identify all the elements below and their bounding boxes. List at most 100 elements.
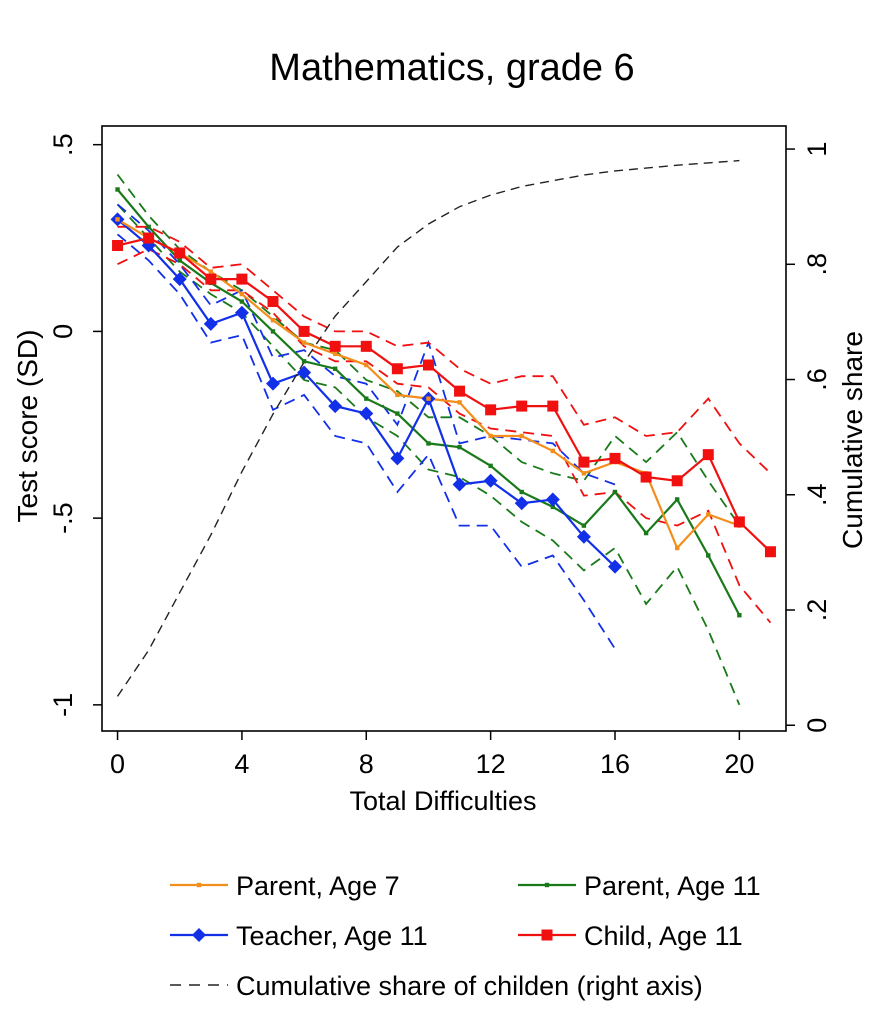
point-2-11 — [452, 477, 467, 492]
point-3-12 — [485, 404, 497, 416]
point-1-14 — [550, 504, 556, 510]
point-0-10 — [426, 396, 431, 401]
point-1-17 — [643, 530, 649, 536]
y2-tick-label: .4 — [802, 483, 832, 506]
y-axis-label: Test score (SD) — [12, 330, 43, 523]
point-3-18 — [671, 475, 683, 487]
legend-label-3: Child, Age 11 — [584, 921, 743, 951]
point-0-19 — [706, 512, 711, 517]
point-0-14 — [550, 448, 556, 454]
point-1-11 — [457, 444, 462, 450]
ci-lower-2 — [116, 233, 616, 650]
point-3-19 — [702, 449, 714, 461]
ci-upper-3 — [117, 225, 772, 474]
legend-label-4: Cumulative share of childen (right axis) — [236, 971, 703, 1001]
plot-area — [101, 125, 787, 732]
point-1-19 — [706, 553, 711, 558]
point-3-6 — [298, 325, 310, 337]
y2-axis-label: Cumulative share — [837, 331, 868, 549]
point-0-9 — [395, 392, 400, 398]
x-tick-label: 20 — [724, 749, 754, 779]
point-3-14 — [547, 400, 559, 412]
point-2-7 — [328, 399, 343, 414]
legend-label-0: Parent, Age 7 — [236, 871, 400, 901]
point-1-10 — [426, 441, 431, 446]
series-markers — [110, 187, 776, 618]
point-1-9 — [395, 411, 400, 416]
legend-label-2: Teacher, Age 11 — [236, 921, 428, 951]
x-axis-label: Total Difficulties — [349, 786, 536, 816]
point-2-2 — [172, 272, 187, 287]
point-1-6 — [301, 359, 307, 364]
point-0-0 — [115, 217, 120, 222]
point-0-18 — [674, 545, 680, 551]
legend-key-marker-1 — [544, 882, 550, 888]
point-0-4 — [239, 291, 245, 297]
y2-tick-label: 0 — [802, 718, 832, 733]
y-tick-label: -.5 — [48, 502, 78, 534]
x-tick-label: 0 — [110, 749, 125, 779]
y2-tick-label: .2 — [802, 599, 832, 622]
point-1-18 — [674, 497, 680, 502]
point-3-16 — [609, 452, 621, 464]
point-0-11 — [457, 400, 462, 405]
series-line-4 — [116, 159, 740, 697]
y2-tick-label: 1 — [802, 142, 832, 157]
point-3-17 — [640, 471, 652, 483]
point-1-7 — [332, 366, 338, 371]
point-3-9 — [391, 363, 403, 375]
point-0-3 — [208, 269, 214, 274]
chart-title: Mathematics, grade 6 — [269, 47, 634, 89]
plot-border — [101, 125, 787, 732]
point-3-15 — [578, 456, 590, 468]
legend-label-1: Parent, Age 11 — [584, 871, 761, 901]
point-2-16 — [608, 559, 622, 574]
y-tick-label: 0 — [48, 324, 78, 339]
y-tick-label: .5 — [48, 133, 78, 156]
point-1-0 — [115, 187, 120, 192]
point-2-3 — [203, 316, 218, 331]
point-0-7 — [332, 351, 338, 357]
point-3-1 — [143, 232, 155, 244]
ci-lower-1 — [116, 203, 741, 706]
y2-tick-label: .8 — [802, 253, 832, 276]
point-3-2 — [174, 247, 186, 259]
point-3-13 — [516, 400, 528, 412]
point-3-5 — [267, 296, 279, 308]
point-0-13 — [519, 433, 524, 439]
point-1-2 — [177, 258, 182, 263]
legend-key-marker-0 — [196, 882, 202, 888]
x-tick-label: 4 — [234, 749, 249, 779]
point-3-21 — [764, 546, 776, 558]
legend-key-marker-3 — [541, 929, 553, 941]
point-3-11 — [454, 385, 466, 397]
point-2-13 — [514, 496, 529, 511]
point-2-6 — [297, 365, 312, 380]
point-1-8 — [364, 396, 369, 401]
point-3-20 — [733, 516, 745, 528]
point-0-8 — [364, 362, 369, 368]
point-0-6 — [301, 340, 307, 345]
point-2-14 — [545, 492, 560, 507]
x-tick-label: 12 — [476, 749, 506, 779]
point-0-5 — [270, 317, 276, 323]
point-0-15 — [581, 471, 587, 476]
point-1-1 — [146, 224, 151, 230]
point-1-20 — [737, 613, 742, 618]
point-3-8 — [360, 340, 372, 352]
point-1-4 — [239, 299, 245, 304]
point-1-5 — [270, 329, 276, 334]
point-2-9 — [390, 451, 405, 466]
point-0-12 — [488, 433, 493, 439]
point-3-7 — [329, 340, 341, 352]
point-1-13 — [519, 489, 524, 495]
x-tick-label: 8 — [359, 749, 374, 779]
point-2-8 — [359, 406, 374, 421]
legend: Parent, Age 7 Parent, Age 11 Teacher, Age … — [170, 871, 761, 1001]
x-tick-label: 16 — [600, 749, 630, 779]
point-3-10 — [422, 359, 434, 371]
point-2-15 — [576, 529, 591, 544]
point-3-3 — [205, 273, 217, 285]
